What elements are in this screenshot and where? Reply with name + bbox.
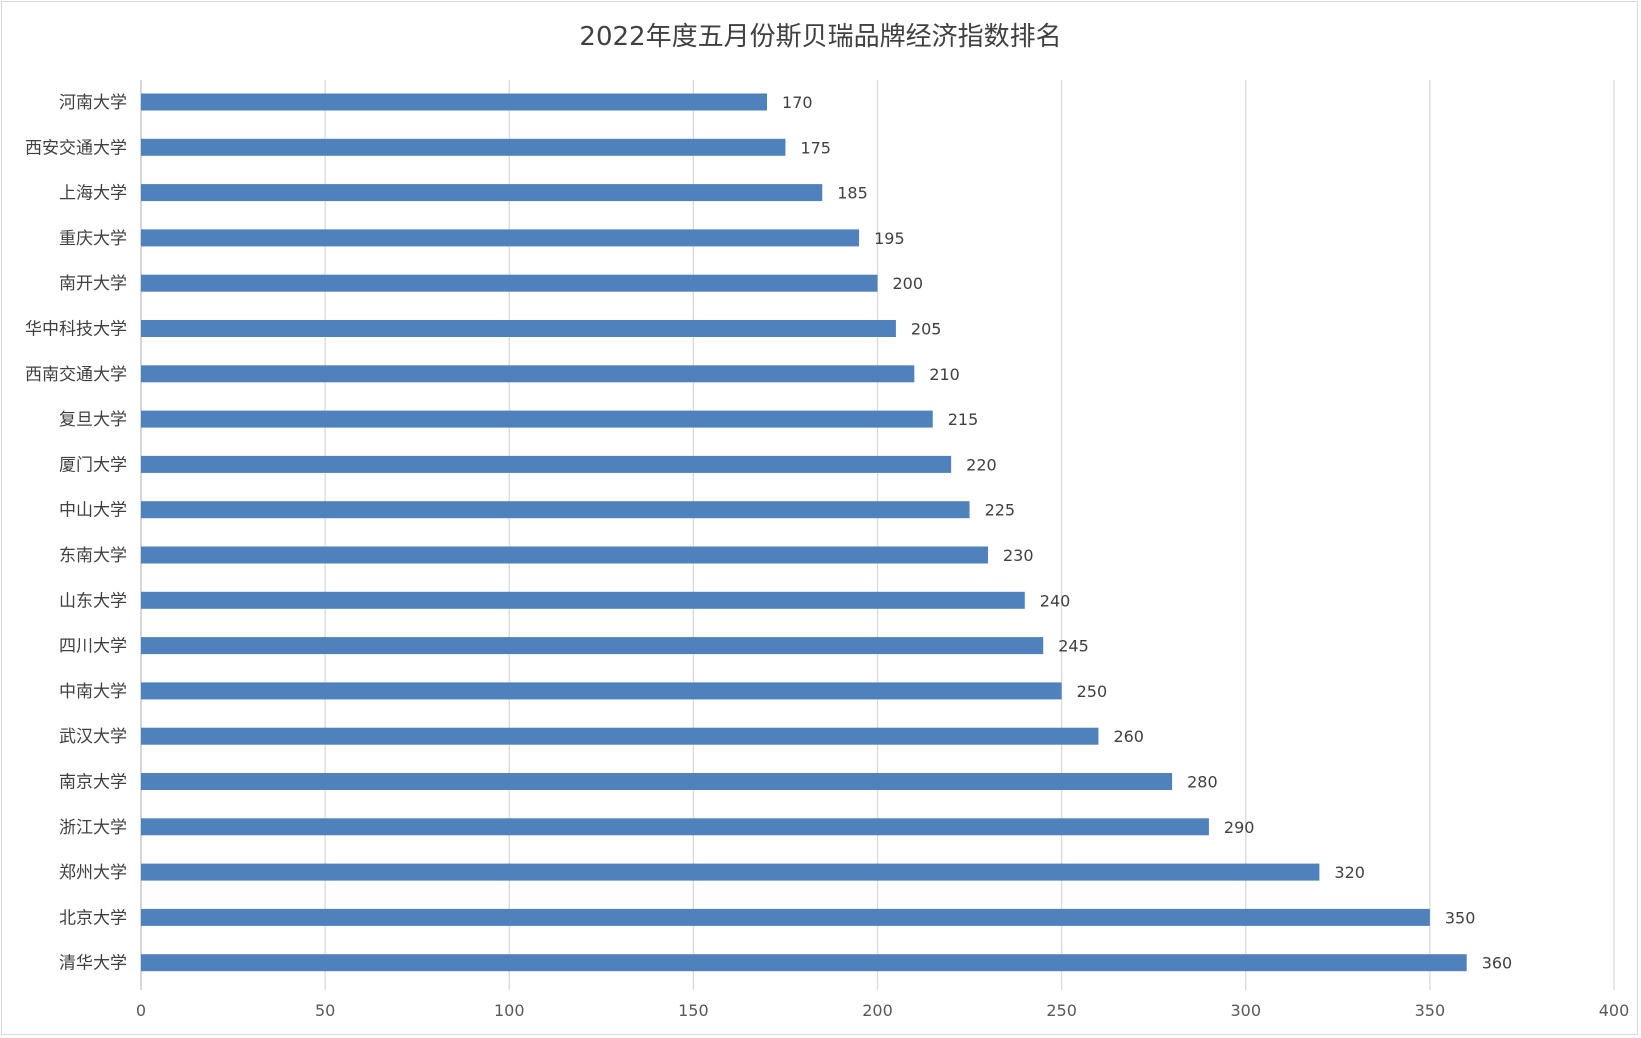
category-label: 东南大学 (59, 546, 127, 566)
data-label: 245 (1058, 637, 1089, 656)
label-layer: 0 50 100 150 200 250 300 350 400 河南大学 170 西安交通大学 175… (25, 93, 1629, 1020)
category-label: 厦门大学 (59, 455, 127, 475)
category-label: 郑州大学 (59, 863, 127, 883)
data-label: 220 (966, 455, 997, 474)
bar (141, 546, 988, 564)
category-label: 山东大学 (59, 591, 127, 611)
data-label: 225 (985, 501, 1016, 520)
data-label: 230 (1003, 546, 1034, 565)
data-label: 260 (1113, 727, 1144, 746)
bar (141, 365, 915, 383)
category-label: 南开大学 (59, 274, 127, 294)
x-tick-label: 0 (136, 1001, 146, 1020)
category-label: 武汉大学 (59, 727, 127, 747)
bar (141, 184, 823, 202)
x-tick-label: 250 (1046, 1001, 1077, 1020)
data-label: 195 (874, 229, 905, 248)
bar-layer (141, 93, 1467, 972)
data-label: 280 (1187, 773, 1218, 792)
category-label: 河南大学 (59, 93, 127, 113)
data-label: 170 (782, 93, 813, 112)
category-label: 浙江大学 (59, 818, 127, 838)
bar (141, 818, 1209, 836)
category-label: 南京大学 (59, 773, 127, 793)
category-label: 清华大学 (59, 954, 127, 974)
data-label: 215 (948, 410, 979, 429)
bar (141, 637, 1044, 655)
data-label: 185 (837, 184, 868, 203)
bar (141, 591, 1025, 609)
bar (141, 455, 952, 473)
data-label: 200 (893, 274, 924, 293)
data-label: 210 (929, 365, 960, 384)
category-label: 西安交通大学 (25, 138, 127, 158)
x-tick-label: 50 (315, 1001, 335, 1020)
data-label: 240 (1040, 591, 1071, 610)
data-label: 320 (1334, 863, 1365, 882)
bar (141, 410, 933, 428)
grid-layer (140, 80, 1615, 990)
category-label: 四川大学 (59, 637, 127, 657)
bar (141, 727, 1099, 745)
category-label: 中山大学 (59, 501, 127, 521)
bar (141, 954, 1467, 972)
data-label: 290 (1224, 818, 1255, 837)
bar (141, 229, 860, 247)
x-tick-label: 350 (1415, 1001, 1446, 1020)
category-label: 华中科技大学 (25, 320, 127, 340)
bar (141, 501, 970, 519)
bar (141, 320, 896, 337)
x-tick-label: 200 (862, 1001, 893, 1020)
category-label: 上海大学 (59, 184, 127, 204)
category-label: 中南大学 (59, 682, 127, 702)
bar (141, 863, 1320, 881)
bar (141, 274, 878, 292)
data-label: 250 (1077, 682, 1108, 701)
x-tick-label: 100 (494, 1001, 525, 1020)
bar (141, 773, 1173, 790)
data-label: 205 (911, 320, 942, 339)
category-label: 北京大学 (59, 908, 127, 928)
category-label: 重庆大学 (59, 229, 127, 249)
data-label: 360 (1482, 954, 1513, 973)
data-label: 175 (800, 138, 831, 157)
bar (141, 93, 768, 111)
data-label: 350 (1445, 908, 1476, 927)
bar (141, 138, 786, 156)
bar (141, 908, 1430, 926)
category-label: 西南交通大学 (25, 365, 127, 385)
x-tick-label: 400 (1599, 1001, 1630, 1020)
x-tick-label: 150 (678, 1001, 709, 1020)
chart-title: 2022年度五月份斯贝瑞品牌经济指数排名 (579, 22, 1062, 52)
category-label: 复旦大学 (59, 410, 127, 430)
bar (141, 682, 1062, 700)
x-tick-label: 300 (1230, 1001, 1261, 1020)
